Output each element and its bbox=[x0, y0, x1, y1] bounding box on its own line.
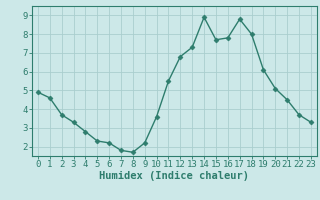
X-axis label: Humidex (Indice chaleur): Humidex (Indice chaleur) bbox=[100, 171, 249, 181]
